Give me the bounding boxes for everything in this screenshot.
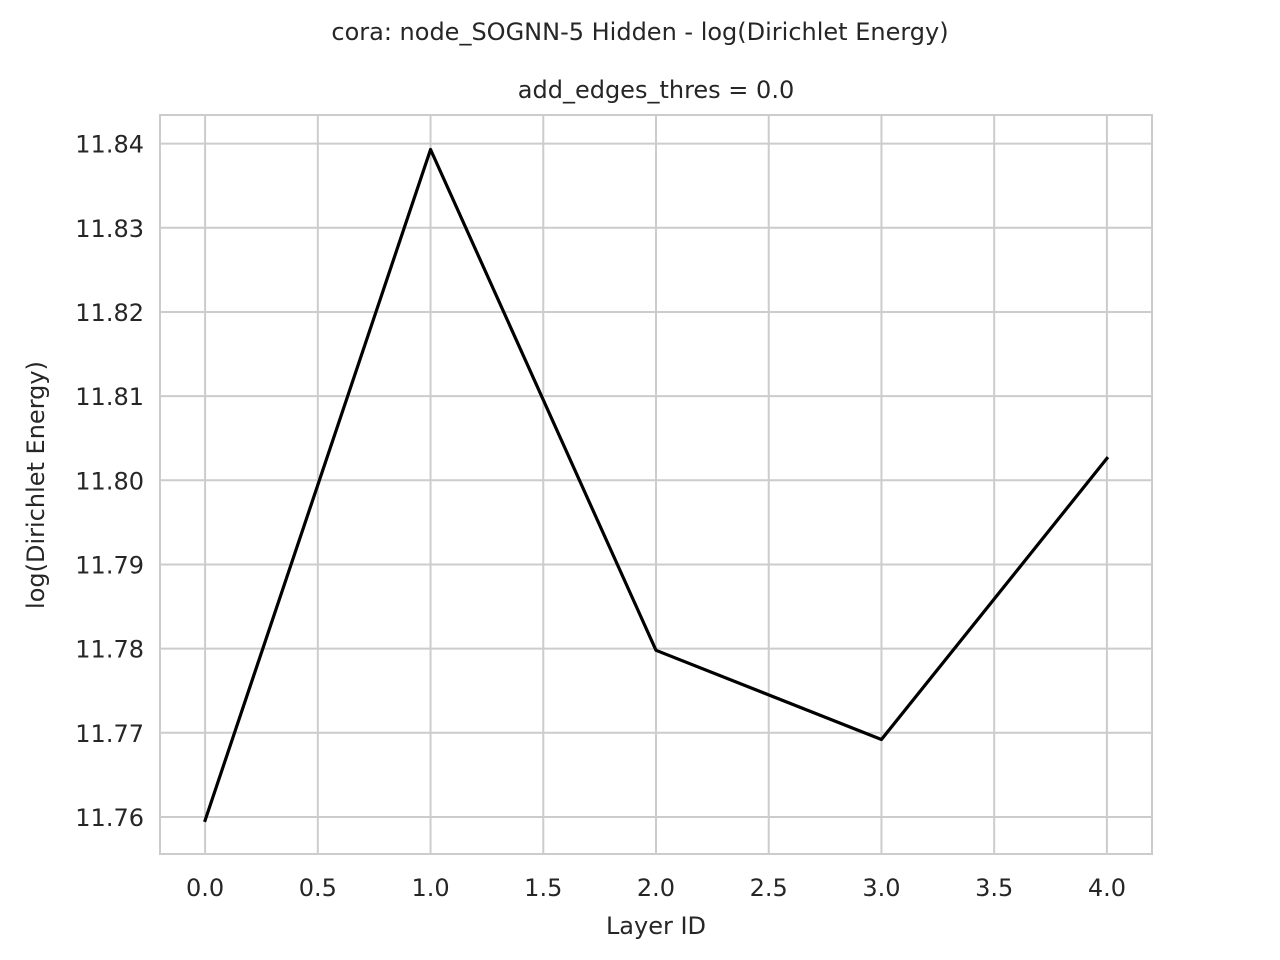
x-tick-label: 0.5	[299, 874, 337, 902]
x-tick-labels: 0.0 0.5 1.0 1.5 2.0 2.5 3.0 3.5 4.0	[186, 874, 1126, 902]
chart-title: add_edges_thres = 0.0	[518, 76, 794, 104]
x-tick-label: 1.0	[411, 874, 449, 902]
x-axis-label: Layer ID	[606, 912, 706, 940]
y-tick-label: 11.84	[75, 131, 144, 159]
series-layer	[203, 147, 1110, 823]
y-tick-label: 11.83	[75, 215, 144, 243]
x-tick-label: 1.5	[524, 874, 562, 902]
y-tick-label: 11.80	[75, 467, 144, 495]
figure-suptitle: cora: node_SOGNN-5 Hidden - log(Dirichle…	[331, 18, 948, 46]
y-tick-labels: 11.76 11.77 11.78 11.79 11.80 11.81 11.82 11.83…	[75, 131, 144, 832]
x-tick-label: 2.0	[637, 874, 675, 902]
y-axis-label: log(Dirichlet Energy)	[22, 361, 50, 609]
x-tick-label: 0.0	[186, 874, 224, 902]
y-tick-label: 11.81	[75, 383, 144, 411]
plot-frame	[159, 114, 1153, 855]
x-tick-label: 4.0	[1088, 874, 1126, 902]
grid-lines	[160, 115, 1152, 854]
y-tick-label: 11.79	[75, 551, 144, 579]
series-line	[203, 147, 1110, 823]
x-tick-label: 2.5	[750, 874, 788, 902]
y-tick-label: 11.76	[75, 804, 144, 832]
y-tick-label: 11.77	[75, 720, 144, 748]
x-tick-label: 3.5	[975, 874, 1013, 902]
x-tick-label: 3.0	[862, 874, 900, 902]
y-tick-label: 11.82	[75, 299, 144, 327]
y-tick-label: 11.78	[75, 636, 144, 664]
